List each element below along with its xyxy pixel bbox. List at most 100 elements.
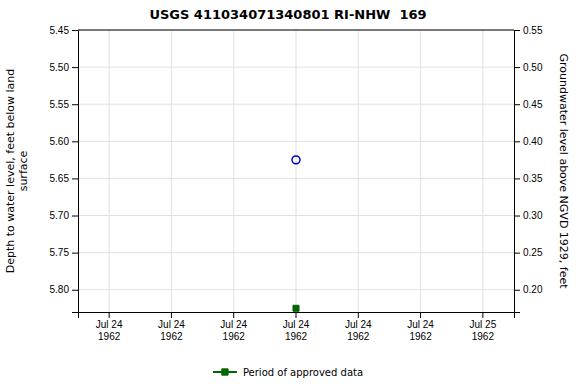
point <box>293 305 299 311</box>
y2-tick: 0.25 <box>514 247 543 258</box>
y2-tick: 0.30 <box>514 210 543 221</box>
y-axis-title-line: Depth to water level, feet below land <box>4 69 17 274</box>
y2-tick: 0.35 <box>514 173 543 184</box>
x-tick-mark <box>296 312 297 318</box>
y-tick-mark <box>72 178 78 179</box>
x-tick-label-line: Jul 24 <box>345 319 372 330</box>
y-tick-mark <box>72 216 78 217</box>
y-tick-label: 5.50 <box>50 62 70 73</box>
axis-line <box>72 31 79 313</box>
y-tick: 5.50 <box>50 62 78 73</box>
x-tick-label: Jul 241962 <box>220 319 247 342</box>
x-tick: Jul 241962 <box>220 312 247 342</box>
x-tick-label: Jul 251962 <box>470 319 497 342</box>
x-tick: Jul 241962 <box>96 312 123 342</box>
axis-line <box>515 31 521 313</box>
y-axis: 5.45 5.50 5.55 5.60 5.65 5.70 5.75 5.80 <box>50 25 79 313</box>
point <box>292 156 300 164</box>
y-axis-title: Depth to water level, feet below landsur… <box>4 69 30 274</box>
legend-item: Period of approved data <box>213 367 363 378</box>
x-tick: Jul 241962 <box>158 312 185 342</box>
x-tick-label-line: 1962 <box>160 331 183 342</box>
y-tick-label: 5.55 <box>50 99 70 110</box>
y2-axis-title: Groundwater level above NGVD 1929, feet <box>557 53 570 289</box>
y2-tick: 0.45 <box>514 99 543 110</box>
y-tick-label: 5.80 <box>50 284 70 295</box>
grid <box>78 30 514 312</box>
y2-axis: 0.55 0.50 0.45 0.40 0.35 0.30 0.25 0.20 <box>514 25 543 313</box>
grid-line <box>109 30 110 312</box>
frame-line <box>78 30 514 31</box>
chart: Jul 241962Jul 241962Jul 241962Jul 241962… <box>0 0 576 384</box>
x-tick-label: Jul 241962 <box>345 319 372 342</box>
legend: Period of approved data <box>213 367 363 378</box>
x-tick-label: Jul 241962 <box>96 319 123 342</box>
x-tick-label-line: Jul 24 <box>283 319 310 330</box>
y-tick: 5.55 <box>50 99 78 110</box>
y-tick: 5.75 <box>50 247 78 258</box>
legend-swatch-marker <box>222 369 228 375</box>
grid-line <box>482 30 483 312</box>
y2-tick-mark <box>514 216 520 217</box>
y2-tick-mark <box>514 290 520 291</box>
y2-tick-mark <box>514 30 520 31</box>
x-tick-label-line: 1962 <box>347 331 370 342</box>
y2-tick-mark <box>514 67 520 68</box>
grid-line <box>233 30 234 312</box>
x-tick-label-line: Jul 25 <box>470 319 497 330</box>
x-tick: Jul 251962 <box>470 312 497 342</box>
y2-tick-label: 0.45 <box>523 99 543 110</box>
y-tick-mark <box>72 290 78 291</box>
y2-tick-label: 0.25 <box>523 247 543 258</box>
y2-tick-label: 0.20 <box>523 284 543 295</box>
y-tick-label: 5.65 <box>50 173 70 184</box>
y-tick: 5.60 <box>50 136 78 147</box>
x-tick-mark <box>482 312 483 318</box>
y-tick-mark <box>72 253 78 254</box>
x-tick-label-line: 1962 <box>223 331 246 342</box>
x-tick-label-line: Jul 24 <box>220 319 247 330</box>
marks <box>292 156 300 311</box>
grid-line <box>296 30 297 312</box>
x-tick-label-line: 1962 <box>472 331 495 342</box>
y-tick-label: 5.75 <box>50 247 70 258</box>
x-tick-mark <box>420 312 421 318</box>
y-tick-label: 5.60 <box>50 136 70 147</box>
x-axis: Jul 241962Jul 241962Jul 241962Jul 241962… <box>79 312 515 342</box>
series <box>293 305 299 311</box>
y-tick-mark <box>72 30 78 31</box>
x-tick-mark <box>109 312 110 318</box>
title: USGS 411034071340801 RI-NHW 169 <box>149 7 426 22</box>
grid-line <box>358 30 359 312</box>
y2-tick: 0.55 <box>514 25 543 36</box>
y2-tick: 0.20 <box>514 284 543 295</box>
grid-line <box>420 30 421 312</box>
y-tick-mark <box>72 141 78 142</box>
x-tick-label-line: Jul 24 <box>407 319 434 330</box>
x-tick-label: Jul 241962 <box>283 319 310 342</box>
x-tick: Jul 241962 <box>283 312 310 342</box>
y2-tick-mark <box>514 178 520 179</box>
x-tick-mark <box>171 312 172 318</box>
y-axis-title-line: surface <box>17 150 30 191</box>
y-tick: 5.45 <box>50 25 78 36</box>
y2-tick-label: 0.50 <box>523 62 543 73</box>
grid-line <box>171 30 172 312</box>
x-tick-label-line: 1962 <box>98 331 121 342</box>
y2-tick-label: 0.40 <box>523 136 543 147</box>
y-tick: 5.70 <box>50 210 78 221</box>
y2-tick: 0.40 <box>514 136 543 147</box>
y2-tick: 0.50 <box>514 62 543 73</box>
x-tick-label: Jul 241962 <box>407 319 434 342</box>
y-tick: 5.80 <box>50 284 78 295</box>
y2-tick-mark <box>514 253 520 254</box>
y-tick-mark <box>72 67 78 68</box>
y2-tick-label: 0.55 <box>523 25 543 36</box>
y-tick-label: 5.70 <box>50 210 70 221</box>
x-tick-label-line: 1962 <box>285 331 308 342</box>
y-tick: 5.65 <box>50 173 78 184</box>
y-tick-label: 5.45 <box>50 25 70 36</box>
x-tick: Jul 241962 <box>345 312 372 342</box>
x-tick-mark <box>358 312 359 318</box>
y2-tick-mark <box>514 104 520 105</box>
